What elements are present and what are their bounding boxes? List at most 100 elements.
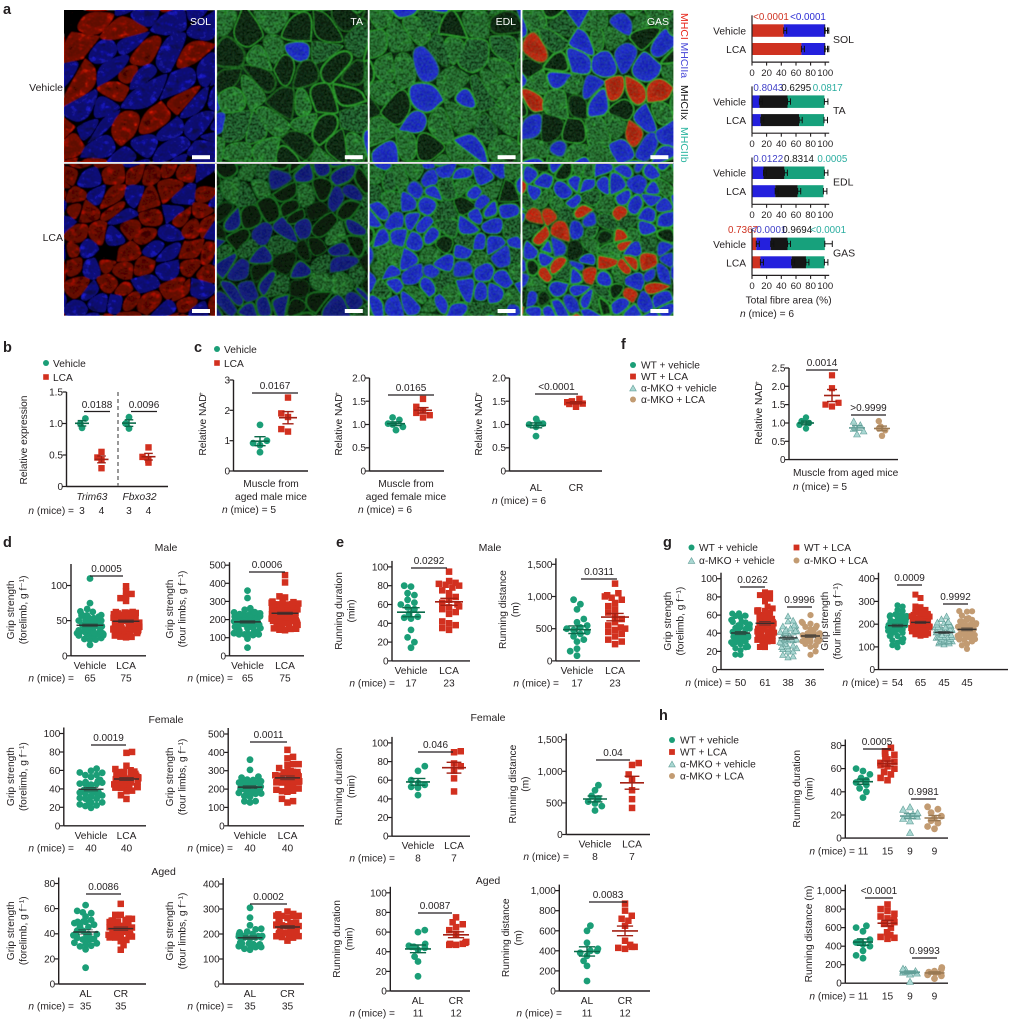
svg-text:400: 400 bbox=[209, 579, 226, 590]
svg-text:2.0: 2.0 bbox=[492, 374, 506, 385]
svg-text:1.0: 1.0 bbox=[352, 420, 366, 431]
svg-text:(four limbs, g f⁻¹): (four limbs, g f⁻¹) bbox=[178, 739, 189, 816]
svg-text:20: 20 bbox=[377, 813, 389, 824]
svg-text:n (mice) =: n (mice) = bbox=[516, 1009, 562, 1020]
svg-text:0.5: 0.5 bbox=[492, 443, 506, 454]
svg-text:80: 80 bbox=[805, 210, 816, 221]
svg-text:65: 65 bbox=[242, 673, 254, 684]
svg-text:Vehicle: Vehicle bbox=[224, 345, 257, 356]
svg-text:n (mice) =: n (mice) = bbox=[349, 1009, 395, 1020]
svg-text:α-MKO + LCA: α-MKO + LCA bbox=[641, 395, 705, 406]
svg-text:0.0096: 0.0096 bbox=[129, 400, 160, 411]
svg-text:0.8314: 0.8314 bbox=[784, 154, 815, 165]
svg-text:Vehicle: Vehicle bbox=[75, 831, 108, 842]
svg-text:n (mice) =: n (mice) = bbox=[809, 847, 855, 858]
svg-text:20: 20 bbox=[761, 68, 772, 79]
svg-text:Trim63: Trim63 bbox=[77, 492, 108, 503]
svg-text:AL: AL bbox=[412, 996, 425, 1007]
svg-text:8: 8 bbox=[415, 854, 421, 865]
svg-text:0.0005: 0.0005 bbox=[817, 154, 848, 165]
svg-text:2.0: 2.0 bbox=[772, 382, 786, 393]
svg-text:3: 3 bbox=[224, 376, 230, 387]
svg-text:0.7367: 0.7367 bbox=[728, 225, 758, 236]
svg-text:0.8043: 0.8043 bbox=[753, 83, 784, 94]
svg-text:35: 35 bbox=[282, 1002, 294, 1013]
svg-text:0.0262: 0.0262 bbox=[737, 575, 768, 586]
svg-text:0.0019: 0.0019 bbox=[93, 733, 124, 744]
svg-text:65: 65 bbox=[915, 678, 927, 689]
svg-text:4: 4 bbox=[99, 506, 105, 517]
svg-text:0.0086: 0.0086 bbox=[88, 882, 119, 893]
svg-text:80: 80 bbox=[805, 139, 816, 150]
svg-text:Total fibre area (%): Total fibre area (%) bbox=[746, 296, 832, 307]
svg-text:TA: TA bbox=[833, 105, 846, 117]
svg-text:MHCIIa: MHCIIa bbox=[678, 43, 690, 79]
svg-text:60: 60 bbox=[706, 611, 718, 622]
svg-text:40: 40 bbox=[776, 281, 787, 292]
svg-text:Female: Female bbox=[148, 714, 183, 726]
svg-text:WT + LCA: WT + LCA bbox=[680, 748, 727, 759]
svg-text:0: 0 bbox=[55, 821, 61, 832]
svg-text:(four limbs, g f⁻¹): (four limbs, g f⁻¹) bbox=[178, 571, 189, 648]
svg-text:n (mice) = 6: n (mice) = 6 bbox=[740, 309, 794, 320]
svg-text:1.0: 1.0 bbox=[772, 419, 786, 430]
svg-text:Grip strength: Grip strength bbox=[6, 747, 17, 806]
svg-text:LCA: LCA bbox=[439, 666, 459, 677]
svg-text:n (mice) = 6: n (mice) = 6 bbox=[492, 496, 546, 507]
svg-text:n (mice) =: n (mice) = bbox=[513, 678, 559, 689]
svg-text:100: 100 bbox=[817, 210, 833, 221]
svg-text:0.9981: 0.9981 bbox=[908, 787, 939, 798]
svg-text:n (mice) =: n (mice) = bbox=[187, 843, 233, 854]
svg-text:100: 100 bbox=[817, 139, 833, 150]
svg-text:n (mice) =: n (mice) = bbox=[187, 1002, 233, 1013]
svg-text:400: 400 bbox=[825, 942, 842, 953]
svg-text:e: e bbox=[336, 535, 344, 551]
svg-text:500: 500 bbox=[208, 730, 225, 741]
svg-text:0.0006: 0.0006 bbox=[252, 560, 283, 571]
svg-text:40: 40 bbox=[831, 787, 843, 798]
svg-text:100: 100 bbox=[817, 68, 833, 79]
svg-text:100: 100 bbox=[370, 888, 387, 899]
svg-text:Male: Male bbox=[155, 542, 178, 554]
svg-text:80: 80 bbox=[376, 908, 388, 919]
svg-text:80: 80 bbox=[44, 879, 56, 890]
svg-text:1.5: 1.5 bbox=[772, 400, 786, 411]
svg-text:0: 0 bbox=[749, 68, 754, 79]
svg-text:60: 60 bbox=[44, 904, 56, 915]
svg-text:9: 9 bbox=[907, 992, 913, 1003]
svg-text:100: 100 bbox=[208, 803, 225, 814]
svg-text:Vehicle: Vehicle bbox=[29, 82, 63, 94]
svg-text:n (mice) =: n (mice) = bbox=[28, 843, 74, 854]
svg-text:20: 20 bbox=[761, 210, 772, 221]
svg-text:<0.0001: <0.0001 bbox=[538, 382, 575, 393]
svg-text:40: 40 bbox=[377, 619, 389, 630]
svg-text:LCA: LCA bbox=[444, 841, 464, 852]
svg-text:GAS: GAS bbox=[833, 247, 855, 259]
svg-text:40: 40 bbox=[282, 843, 294, 854]
svg-text:d: d bbox=[3, 535, 12, 551]
svg-text:(m): (m) bbox=[521, 776, 532, 791]
svg-text:36: 36 bbox=[805, 678, 817, 689]
svg-text:0.9996: 0.9996 bbox=[784, 595, 815, 606]
svg-text:75: 75 bbox=[279, 673, 291, 684]
svg-text:0: 0 bbox=[500, 467, 506, 478]
svg-text:600: 600 bbox=[539, 926, 556, 937]
svg-text:Running duration: Running duration bbox=[334, 748, 345, 826]
svg-text:0.0087: 0.0087 bbox=[420, 901, 451, 912]
svg-text:0.04: 0.04 bbox=[603, 748, 623, 759]
svg-text:100: 100 bbox=[44, 729, 61, 740]
svg-text:0: 0 bbox=[381, 987, 387, 998]
svg-text:7: 7 bbox=[451, 854, 457, 865]
svg-text:n (mice) =: n (mice) = bbox=[28, 1002, 74, 1013]
svg-text:LCA: LCA bbox=[726, 116, 746, 127]
svg-text:Vehicle: Vehicle bbox=[713, 98, 746, 109]
svg-text:MHCIIx: MHCIIx bbox=[678, 85, 690, 121]
svg-text:80: 80 bbox=[805, 68, 816, 79]
svg-text:n (mice) =: n (mice) = bbox=[809, 992, 855, 1003]
svg-text:n (mice) =: n (mice) = bbox=[349, 678, 395, 689]
svg-text:Grip strength: Grip strength bbox=[165, 747, 176, 806]
svg-text:20: 20 bbox=[761, 139, 772, 150]
svg-text:800: 800 bbox=[539, 906, 556, 917]
svg-text:Vehicle: Vehicle bbox=[713, 27, 746, 38]
svg-text:0: 0 bbox=[219, 821, 225, 832]
